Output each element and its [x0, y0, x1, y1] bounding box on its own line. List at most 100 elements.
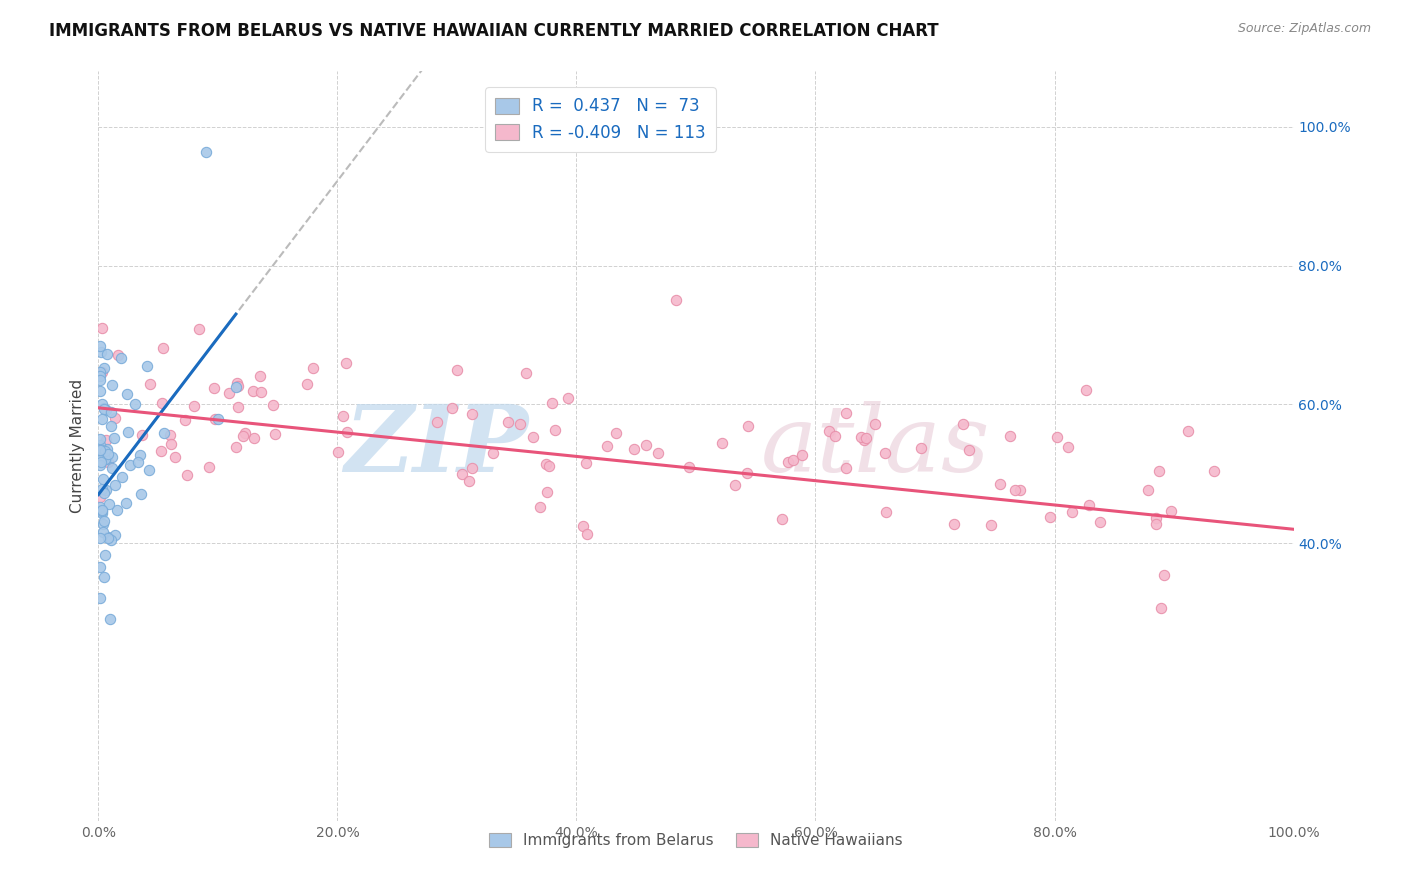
- Point: [446, 362, 468, 376]
- Point: [1144, 511, 1167, 525]
- Point: [90, 411, 112, 425]
- Point: [853, 433, 876, 447]
- Point: [94, 434, 117, 448]
- Point: [541, 395, 564, 409]
- Point: [101, 378, 124, 392]
- Point: [104, 527, 127, 541]
- Point: [94, 548, 117, 562]
- Point: [496, 415, 519, 429]
- Point: [250, 384, 273, 399]
- Text: IMMIGRANTS FROM BELARUS VS NATIVE HAWAIIAN CURRENTLY MARRIED CORRELATION CHART: IMMIGRANTS FROM BELARUS VS NATIVE HAWAII…: [49, 22, 939, 40]
- Point: [127, 454, 149, 468]
- Point: [89, 384, 111, 398]
- Point: [89, 503, 111, 517]
- Point: [104, 478, 127, 492]
- Point: [115, 386, 138, 401]
- Text: atlas: atlas: [761, 401, 990, 491]
- Point: [782, 452, 804, 467]
- Point: [998, 429, 1021, 443]
- Point: [101, 461, 124, 475]
- Point: [111, 470, 134, 484]
- Point: [94, 483, 117, 497]
- Point: [875, 505, 897, 519]
- Point: [89, 365, 111, 379]
- Point: [910, 441, 932, 455]
- Point: [988, 476, 1011, 491]
- Point: [232, 429, 254, 443]
- Legend: Immigrants from Belarus, Native Hawaiians: Immigrants from Belarus, Native Hawaiian…: [484, 827, 908, 855]
- Point: [135, 359, 157, 374]
- Point: [150, 396, 173, 410]
- Point: [91, 506, 114, 520]
- Point: [835, 406, 858, 420]
- Point: [89, 443, 111, 458]
- Point: [117, 425, 139, 439]
- Point: [529, 500, 551, 514]
- Point: [1010, 483, 1032, 498]
- Point: [89, 591, 111, 606]
- Point: [98, 497, 121, 511]
- Point: [678, 460, 700, 475]
- Point: [107, 348, 129, 362]
- Point: [115, 496, 138, 510]
- Point: [724, 477, 747, 491]
- Y-axis label: Currently Married: Currently Married: [70, 379, 86, 513]
- Point: [89, 458, 111, 472]
- Point: [571, 519, 593, 533]
- Point: [1062, 505, 1084, 519]
- Point: [97, 455, 120, 469]
- Point: [817, 425, 839, 439]
- Point: [129, 487, 152, 501]
- Point: [249, 369, 271, 384]
- Point: [538, 459, 561, 474]
- Point: [207, 411, 229, 425]
- Point: [636, 438, 658, 452]
- Point: [226, 379, 249, 393]
- Point: [243, 431, 266, 445]
- Point: [152, 342, 174, 356]
- Point: [93, 361, 115, 376]
- Point: [91, 472, 114, 486]
- Point: [461, 407, 484, 421]
- Point: [1147, 464, 1170, 478]
- Point: [225, 380, 247, 394]
- Point: [218, 386, 240, 401]
- Point: [202, 381, 225, 395]
- Point: [104, 411, 127, 425]
- Point: [957, 443, 980, 458]
- Point: [89, 432, 111, 446]
- Point: [89, 452, 111, 467]
- Point: [89, 369, 111, 384]
- Point: [93, 443, 115, 458]
- Point: [226, 376, 249, 390]
- Point: [855, 431, 877, 445]
- Point: [94, 403, 117, 417]
- Point: [792, 448, 814, 462]
- Point: [460, 461, 482, 475]
- Point: [101, 450, 124, 465]
- Point: [1090, 515, 1112, 529]
- Point: [100, 405, 122, 419]
- Point: [89, 443, 111, 458]
- Point: [576, 526, 599, 541]
- Point: [575, 456, 598, 470]
- Point: [1160, 504, 1182, 518]
- Point: [89, 559, 111, 574]
- Point: [242, 384, 264, 399]
- Point: [536, 485, 558, 500]
- Point: [1057, 441, 1080, 455]
- Point: [198, 459, 221, 474]
- Point: [605, 425, 627, 440]
- Point: [176, 468, 198, 483]
- Point: [89, 373, 111, 387]
- Point: [138, 463, 160, 477]
- Point: [1046, 429, 1069, 443]
- Point: [509, 417, 531, 431]
- Point: [849, 430, 872, 444]
- Point: [735, 466, 758, 480]
- Point: [665, 293, 688, 308]
- Point: [90, 504, 112, 518]
- Point: [96, 347, 118, 361]
- Point: [332, 409, 354, 424]
- Point: [302, 361, 325, 376]
